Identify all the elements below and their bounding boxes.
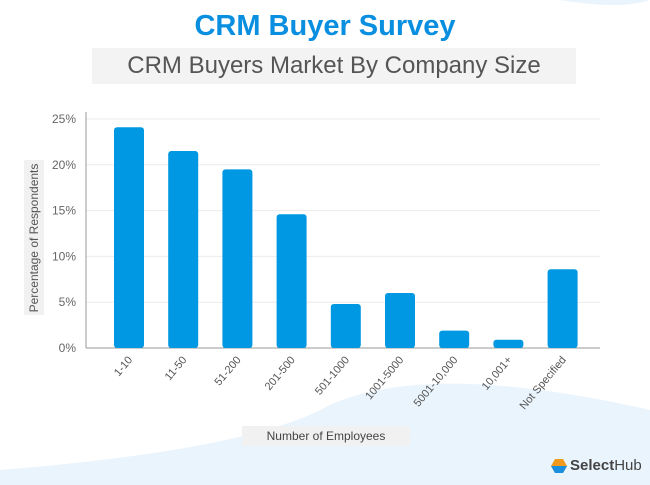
bar <box>439 330 470 348</box>
x-tick-label: 5001-10,000 <box>412 354 461 409</box>
x-tick-label: 201-500 <box>263 354 298 393</box>
bar <box>330 304 361 348</box>
x-tick-label: 51-200 <box>212 354 243 388</box>
hexagon-logo-icon <box>551 458 567 473</box>
bar <box>547 269 578 348</box>
bar <box>493 339 524 348</box>
x-tick-label: 11-50 <box>163 354 190 383</box>
bar <box>385 293 415 348</box>
y-tick-label: 25% <box>52 112 76 126</box>
x-tick-label: 10,001+ <box>480 354 515 392</box>
bar <box>114 127 144 348</box>
x-tick-label: 1-10 <box>112 354 135 379</box>
bar <box>168 151 199 348</box>
x-tick-label: 1001-5000 <box>363 354 406 402</box>
x-tick-label: 501-1000 <box>313 354 352 397</box>
y-axis-label: Percentage of Respondents <box>24 160 44 315</box>
chart-subtitle: CRM Buyers Market By Company Size <box>92 48 576 84</box>
chart-title: CRM Buyer Survey <box>194 10 456 42</box>
y-tick-label: 20% <box>52 158 76 172</box>
y-tick-label: 5% <box>59 295 77 309</box>
bar <box>222 169 253 348</box>
y-tick-label: 10% <box>52 249 76 263</box>
x-tick-label: Not Specified <box>518 354 569 412</box>
bar <box>276 214 307 348</box>
selecthub-logo: SelectHub <box>551 457 642 474</box>
y-tick-label: 15% <box>52 204 76 218</box>
x-axis-label: Number of Employees <box>242 426 410 446</box>
y-tick-label: 0% <box>59 341 77 355</box>
